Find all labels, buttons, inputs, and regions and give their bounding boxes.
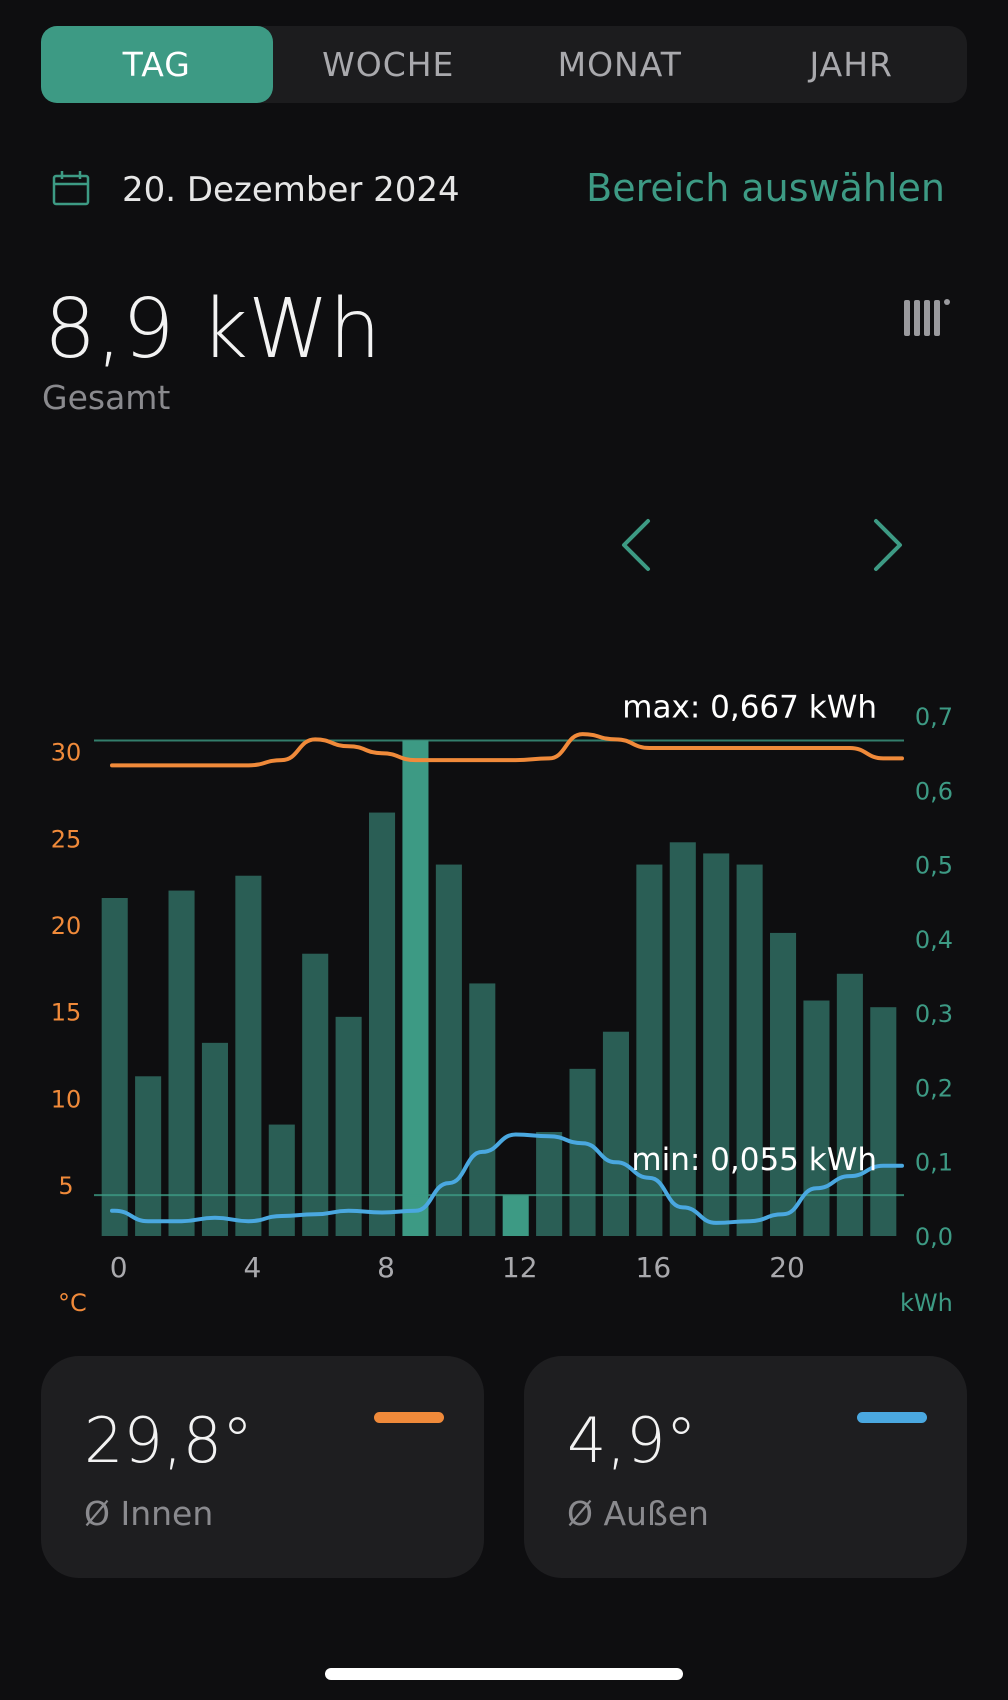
tab-tag[interactable]: TAG [41,26,273,103]
left-tick-label: 5 [58,1172,73,1200]
right-tick-label: 0,0 [915,1223,953,1251]
chevron-right-icon[interactable] [862,515,912,575]
right-axis-unit: kWh [900,1289,953,1317]
heater-icon[interactable] [900,296,952,340]
outside-temp-value: 4,9° [567,1404,697,1477]
bar-hour-21 [803,1000,830,1236]
bar-hour-20 [770,932,797,1236]
right-tick-label: 0,2 [915,1074,953,1102]
left-tick-label: 20 [51,912,82,940]
left-axis-unit: °C [58,1289,87,1317]
bar-hour-22 [836,973,863,1236]
tab-jahr[interactable]: JAHR [809,45,893,84]
x-tick-label: 0 [110,1251,128,1284]
bar-hour-12 [502,1195,529,1236]
left-tick-label: 30 [51,739,82,767]
bar-series [101,740,897,1236]
outside-temp-swatch [857,1412,927,1423]
reference-lines [94,739,904,1197]
left-tick-label: 15 [51,999,82,1027]
max-annotation: max: 0,667 kWh [622,690,877,726]
bar-hour-6 [302,953,329,1236]
bar-hour-0 [101,898,128,1236]
left-tick-label: 25 [51,825,82,853]
x-tick-label: 16 [636,1251,672,1284]
total-energy-label: Gesamt [42,378,171,417]
right-axis: 0,0 0,1 0,2 0,3 0,4 0,5 0,6 0,7 [915,703,953,1251]
bar-hour-9 [402,740,429,1236]
inside-temp-value: 29,8° [84,1404,254,1477]
left-tick-label: 10 [51,1085,82,1113]
bar-hour-3 [201,1042,228,1236]
right-tick-label: 0,5 [915,852,953,880]
temperature-lines [110,732,904,1225]
selected-date[interactable]: 20. Dezember 2024 [122,170,460,210]
bar-hour-1 [135,1076,162,1236]
bar-hour-19 [736,864,763,1236]
energy-temperature-chart: 5 10 15 20 25 30 0,0 0,1 0,2 0,3 0,4 0,5 0,6 0,7 0 4 8… [51,690,953,1317]
date-row: 20. Dezember 2024 Bereich auswählen [52,160,945,220]
bar-hour-8 [369,812,396,1236]
inside-temp-line [110,732,904,768]
select-range-link[interactable]: Bereich auswählen [586,166,945,210]
left-axis: 5 10 15 20 25 30 [51,739,82,1200]
home-indicator[interactable] [325,1668,683,1680]
bar-hour-11 [469,983,496,1236]
x-axis: 0 4 8 12 16 20 [110,1251,805,1284]
right-tick-label: 0,3 [915,1000,953,1028]
right-tick-label: 0,7 [915,703,953,731]
bar-hour-13 [536,1132,563,1236]
right-tick-label: 0,6 [915,777,953,805]
x-tick-label: 4 [243,1251,261,1284]
tab-monat[interactable]: MONAT [557,45,682,84]
chevron-left-icon[interactable] [612,515,662,575]
bar-hour-18 [703,853,730,1236]
bar-hour-15 [602,1031,629,1236]
period-tabs: TAG WOCHE MONAT JAHR [41,26,967,103]
right-tick-label: 0,4 [915,926,953,954]
bar-hour-14 [569,1068,596,1236]
x-tick-label: 8 [377,1251,395,1284]
bar-hour-17 [669,842,696,1236]
calendar-icon[interactable] [52,170,90,206]
bar-hour-7 [335,1016,362,1236]
inside-temp-card[interactable]: 29,8° Ø Innen [41,1356,484,1578]
tab-woche[interactable]: WOCHE [322,45,455,84]
x-tick-label: 12 [502,1251,538,1284]
bar-hour-10 [435,864,462,1236]
min-annotation: min: 0,055 kWh [631,1142,877,1178]
outside-temp-line [110,1132,904,1225]
inside-temp-swatch [374,1412,444,1423]
outside-temp-card[interactable]: 4,9° Ø Außen [524,1356,967,1578]
inside-temp-label: Ø Innen [84,1494,214,1533]
bar-hour-23 [870,1007,897,1236]
bar-hour-5 [268,1124,295,1236]
bar-hour-2 [168,890,195,1236]
outside-temp-label: Ø Außen [567,1494,709,1533]
total-energy-value: 8,9 kWh [44,282,382,377]
x-tick-label: 20 [769,1251,805,1284]
bar-hour-4 [235,875,262,1236]
right-tick-label: 0,1 [915,1149,953,1177]
